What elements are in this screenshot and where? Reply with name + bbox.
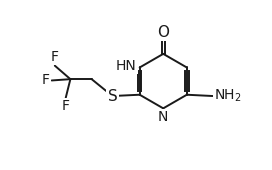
Text: O: O	[157, 25, 169, 40]
Text: F: F	[62, 99, 70, 113]
Text: N: N	[158, 110, 168, 124]
Text: NH$_2$: NH$_2$	[214, 88, 242, 104]
Text: HN: HN	[116, 59, 137, 73]
Text: F: F	[42, 73, 50, 87]
Text: F: F	[51, 50, 59, 64]
Text: S: S	[107, 89, 117, 104]
